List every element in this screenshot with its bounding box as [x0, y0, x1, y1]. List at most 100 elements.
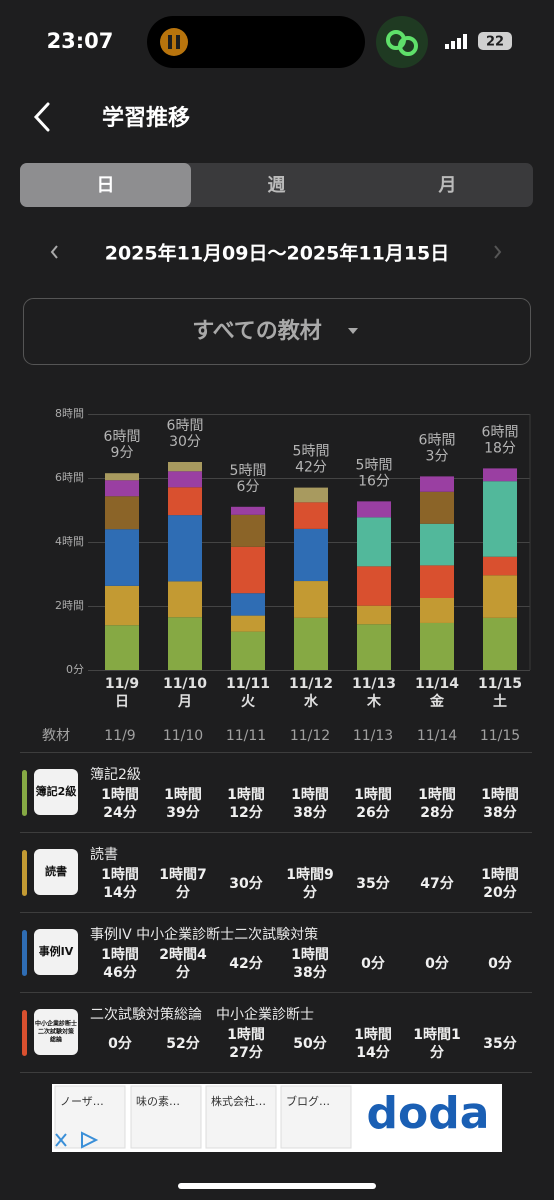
icon-text: 事例IV	[39, 944, 74, 958]
x-tick-label: 11/9	[105, 676, 139, 692]
icon-text: 中小企業診断士	[35, 1020, 77, 1028]
table-cell: 39分	[166, 805, 199, 821]
total-label-line: 5時間	[356, 457, 393, 473]
total-label-line: 5時間	[293, 444, 330, 460]
pause-bar	[168, 35, 172, 49]
bar-segment	[105, 480, 139, 497]
ad-choices[interactable]	[81, 1131, 99, 1149]
bar-segment	[420, 523, 454, 566]
table-cell: 14分	[103, 885, 136, 901]
back-button[interactable]	[33, 102, 50, 132]
row-name: 簿記2級	[90, 766, 141, 783]
bar-segment	[294, 617, 328, 670]
row-name: 読書	[90, 846, 118, 863]
bar-segment	[357, 624, 391, 670]
table-cell: 2時間4	[159, 946, 207, 963]
table-cell: 1時間	[354, 786, 392, 803]
ad-brand[interactable]: doda	[367, 1088, 490, 1139]
bar-segment	[168, 471, 202, 488]
row-color	[22, 850, 27, 896]
row-color	[22, 770, 27, 816]
table-cell: 52分	[166, 1036, 199, 1052]
table: 教材 11/9 11/10 11/11 11/12 11/13 11/14 11/15 簿記2級…	[20, 728, 532, 1073]
table-cell: 28分	[420, 805, 453, 821]
table-header: 11/12	[290, 728, 330, 744]
tab[interactable]: 日	[97, 175, 115, 196]
table-header: 11/15	[480, 728, 520, 744]
x-weekday-label: 木	[366, 693, 382, 710]
table-cell: 1時間	[164, 786, 202, 803]
total-label-line: 6時間	[167, 418, 204, 434]
table-cell: 26分	[356, 805, 389, 821]
ad-card[interactable]	[130, 1085, 202, 1149]
table-cell: 分	[176, 885, 190, 901]
bar-segment	[168, 581, 202, 618]
table-cell: 30分	[229, 876, 262, 892]
table-cell: 1時間9	[286, 866, 333, 883]
bar-segment	[105, 625, 139, 670]
ad-card-title: 株式会社…	[211, 1094, 266, 1108]
ad: ノーザ… 味の素… 株式会社… ブログ…	[54, 1085, 352, 1149]
total-label-line: 42分	[295, 460, 327, 476]
bar-segment	[105, 529, 139, 586]
ad-card-title: ブログ…	[286, 1094, 330, 1108]
tab[interactable]: 月	[438, 175, 457, 196]
bar-segment	[231, 593, 265, 616]
table-cell: 38分	[483, 805, 516, 821]
row-name: 二次試験対策総論 中小企業診断士	[90, 1006, 314, 1023]
table-cell: 24分	[103, 805, 136, 821]
row-color	[22, 1010, 27, 1056]
table-cell: 0分	[425, 956, 449, 972]
date-range: 2025年11月09日～2025年11月15日	[105, 242, 450, 265]
bar-segment	[420, 622, 454, 670]
total-label-line: 9分	[111, 445, 134, 461]
filter-label: すべての教材	[192, 318, 322, 344]
table-cell: 42分	[229, 956, 262, 972]
signal-bar	[463, 34, 467, 49]
dynamic-island	[147, 16, 365, 68]
table-header: 教材	[42, 728, 70, 744]
table-cell: 分	[176, 965, 190, 981]
y-tick-label: 0分	[66, 663, 84, 676]
bar-segment	[294, 581, 328, 618]
bar-segment	[294, 528, 328, 582]
bar-segment	[483, 575, 517, 618]
x-tick-label: 11/11	[226, 676, 270, 692]
table-cell: 0分	[361, 956, 385, 972]
bar-segment	[483, 481, 517, 557]
table-cell: 1時間	[291, 786, 329, 803]
bar-segment	[483, 617, 517, 670]
tab[interactable]: 週	[268, 175, 286, 196]
x-weekday-label: 月	[177, 694, 192, 710]
filter-dropdown[interactable]	[23, 298, 531, 365]
table-cell: 12分	[229, 805, 262, 821]
table-cell: 1時間	[227, 1026, 265, 1043]
table-cell: 27分	[229, 1045, 262, 1061]
next-button[interactable]	[494, 245, 502, 259]
dropdown-arrow	[348, 328, 358, 334]
chart: 0分2時間4時間6時間8時間6時間9分11/9日6時間30分11/10月5時間6…	[55, 407, 531, 710]
table-cell: 46分	[103, 965, 136, 981]
ad-card[interactable]	[280, 1085, 352, 1149]
ad-card[interactable]	[205, 1085, 277, 1149]
row-icon	[34, 849, 78, 895]
ad-banner[interactable]	[52, 1084, 502, 1152]
table-cell: 14分	[356, 1045, 389, 1061]
ad-close[interactable]	[55, 1133, 67, 1147]
table-cell: 1時間	[227, 786, 265, 803]
prev-button[interactable]	[50, 245, 58, 259]
x-tick-label: 11/15	[478, 676, 522, 692]
table-cell: 1時間7	[159, 866, 206, 883]
icon-text: 二次試験対策	[38, 1028, 74, 1036]
y-tick-label: 8時間	[55, 407, 84, 420]
ad-card-title: 味の素…	[136, 1095, 180, 1108]
bar-segment	[357, 517, 391, 567]
table-cell: 1時間1	[413, 1026, 460, 1043]
table-cell: 35分	[483, 1036, 516, 1052]
total-label-line: 5時間	[230, 463, 267, 479]
table-cell: 1時間	[354, 1026, 392, 1043]
table-cell: 0分	[488, 956, 512, 972]
bar-segment	[105, 473, 139, 481]
x-tick-label: 11/10	[163, 676, 207, 692]
